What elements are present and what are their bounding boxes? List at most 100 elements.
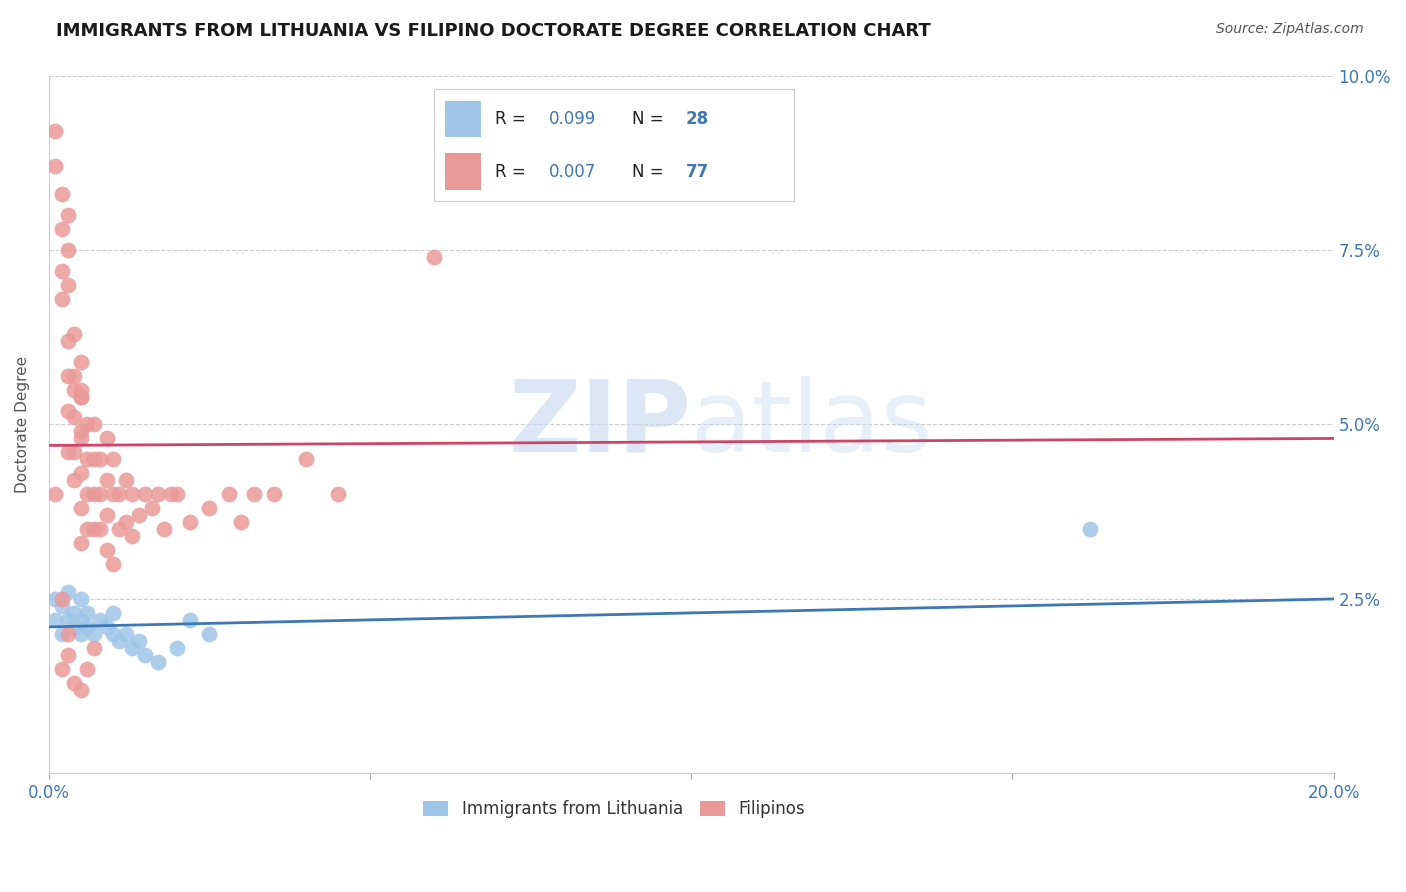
Point: [70, 390, 93, 404]
Point: [70, 591, 93, 606]
Point: [56, 403, 79, 417]
Point: [63, 473, 86, 487]
Point: [70, 383, 93, 397]
Point: [70, 425, 93, 439]
Point: [44, 487, 66, 501]
Point: [70, 467, 93, 481]
Point: [56, 613, 79, 627]
Text: atlas: atlas: [692, 376, 932, 473]
Point: [89, 487, 111, 501]
Point: [101, 557, 124, 571]
Point: [76, 620, 98, 634]
Point: [70, 682, 93, 697]
Point: [63, 326, 86, 341]
Point: [83, 452, 105, 467]
Point: [70, 390, 93, 404]
Point: [121, 487, 143, 501]
Point: [96, 508, 118, 523]
Point: [44, 124, 66, 138]
Point: [179, 613, 201, 627]
Point: [83, 487, 105, 501]
Point: [218, 487, 240, 501]
Point: [198, 627, 221, 641]
Point: [423, 250, 446, 264]
Point: [63, 383, 86, 397]
Point: [146, 487, 169, 501]
Point: [326, 487, 349, 501]
Point: [108, 633, 131, 648]
Legend: Immigrants from Lithuania, Filipinos: Immigrants from Lithuania, Filipinos: [416, 793, 811, 824]
Point: [263, 487, 285, 501]
Point: [51, 187, 73, 202]
Point: [51, 627, 73, 641]
Point: [83, 627, 105, 641]
Point: [1078, 522, 1101, 536]
Point: [63, 410, 86, 425]
Point: [243, 487, 266, 501]
Point: [44, 591, 66, 606]
Point: [121, 529, 143, 543]
Point: [89, 522, 111, 536]
Point: [89, 613, 111, 627]
Point: [70, 536, 93, 550]
Point: [76, 417, 98, 432]
Point: [134, 487, 156, 501]
Point: [166, 640, 188, 655]
Point: [76, 522, 98, 536]
Point: [128, 508, 150, 523]
Point: [231, 515, 253, 529]
Point: [294, 452, 316, 467]
Point: [56, 445, 79, 459]
Point: [83, 522, 105, 536]
Point: [83, 417, 105, 432]
Text: Source: ZipAtlas.com: Source: ZipAtlas.com: [1216, 22, 1364, 37]
Point: [56, 627, 79, 641]
Point: [115, 473, 138, 487]
Point: [51, 599, 73, 613]
Point: [56, 585, 79, 599]
Point: [115, 515, 138, 529]
Point: [56, 368, 79, 383]
Point: [56, 243, 79, 257]
Point: [44, 159, 66, 173]
Point: [56, 277, 79, 292]
Y-axis label: Doctorate Degree: Doctorate Degree: [15, 356, 30, 493]
Point: [101, 452, 124, 467]
Point: [76, 487, 98, 501]
Point: [63, 368, 86, 383]
Point: [134, 648, 156, 662]
Point: [121, 640, 143, 655]
Point: [63, 606, 86, 620]
Point: [96, 543, 118, 558]
Point: [108, 487, 131, 501]
Point: [83, 640, 105, 655]
Point: [101, 606, 124, 620]
Point: [76, 452, 98, 467]
Text: IMMIGRANTS FROM LITHUANIA VS FILIPINO DOCTORATE DEGREE CORRELATION CHART: IMMIGRANTS FROM LITHUANIA VS FILIPINO DO…: [56, 22, 931, 40]
Point: [70, 501, 93, 516]
Point: [96, 432, 118, 446]
Point: [76, 662, 98, 676]
Point: [179, 515, 201, 529]
Point: [51, 662, 73, 676]
Point: [56, 334, 79, 348]
Point: [128, 633, 150, 648]
Point: [63, 445, 86, 459]
Point: [159, 487, 181, 501]
Point: [101, 627, 124, 641]
Point: [63, 675, 86, 690]
Point: [96, 620, 118, 634]
Point: [96, 473, 118, 487]
Point: [70, 627, 93, 641]
Point: [56, 208, 79, 222]
Point: [56, 648, 79, 662]
Point: [76, 606, 98, 620]
Point: [70, 432, 93, 446]
Point: [115, 627, 138, 641]
Point: [146, 655, 169, 669]
Point: [70, 613, 93, 627]
Point: [198, 501, 221, 516]
Point: [70, 354, 93, 368]
Point: [108, 522, 131, 536]
Point: [51, 591, 73, 606]
